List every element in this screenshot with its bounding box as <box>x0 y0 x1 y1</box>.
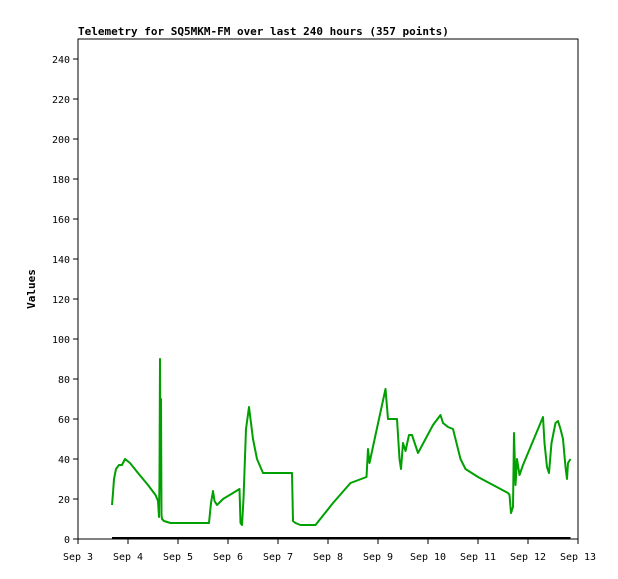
x-tick-label: Sep 7 <box>263 552 293 563</box>
y-tick-label: 240 <box>52 55 70 66</box>
y-tick-label: 220 <box>52 95 70 106</box>
chart-title: Telemetry for SQ5MKM-FM over last 240 ho… <box>78 25 449 38</box>
y-tick-label: 140 <box>52 255 70 266</box>
y-tick-label: 180 <box>52 175 70 186</box>
plot-area-frame <box>77 38 579 540</box>
y-tick-label: 40 <box>58 455 70 466</box>
x-tick-label: Sep 13 <box>560 552 596 563</box>
y-tick-label: 160 <box>52 215 70 226</box>
y-tick-label: 80 <box>58 375 70 386</box>
x-tick-label: Sep 11 <box>460 552 496 563</box>
x-tick-label: Sep 12 <box>510 552 546 563</box>
y-axis-label: Values <box>25 269 38 309</box>
x-tick-label: Sep 9 <box>363 552 393 563</box>
x-axis: Sep 3 Sep 4 Sep 5 Sep 6 Sep 7 Sep 8 Sep 9 Sep 1… <box>63 539 596 563</box>
x-tick-label: Sep 4 <box>113 552 143 563</box>
series-layer <box>111 358 572 539</box>
y-tick-label: 60 <box>58 415 70 426</box>
y-tick-label: 200 <box>52 135 70 146</box>
x-tick-label: Sep 8 <box>313 552 343 563</box>
x-tick-label: Sep 10 <box>410 552 446 563</box>
x-tick-label: Sep 3 <box>63 552 93 563</box>
y-tick-label: 100 <box>52 335 70 346</box>
x-tick-label: Sep 6 <box>213 552 243 563</box>
y-axis: 0 20 40 60 80 100 120 140 160 180 200 220 240 <box>52 55 78 546</box>
y-tick-label: 120 <box>52 295 70 306</box>
y-tick-label: 0 <box>64 535 70 546</box>
series-line-1 <box>111 358 572 526</box>
y-tick-label: 20 <box>58 495 70 506</box>
x-tick-label: Sep 5 <box>163 552 193 563</box>
